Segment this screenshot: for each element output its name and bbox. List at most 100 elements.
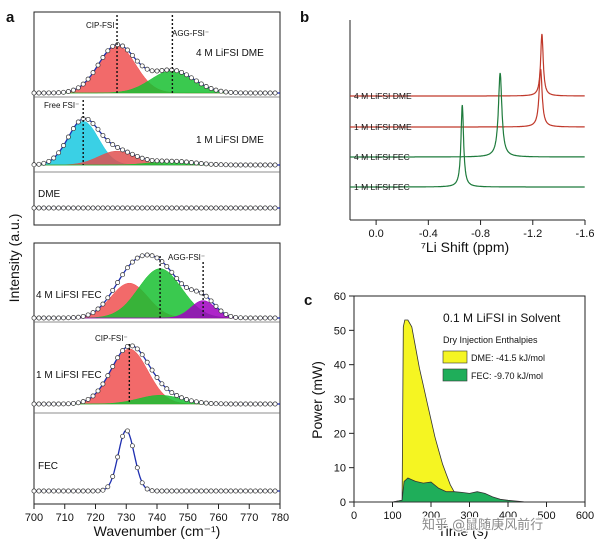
data-point [61,315,66,321]
data-point [164,386,170,392]
data-point [36,488,42,494]
data-point [257,205,263,211]
data-point [243,205,249,211]
data-point [70,400,76,406]
data-point [179,488,185,494]
annotation-agg-fsi-lower: AGG-FSI⁻ [168,253,205,262]
x-tick-label: 710 [56,512,74,524]
data-point [252,162,258,168]
data-point [70,87,76,93]
data-point [31,401,37,407]
fit-envelope-line [34,429,280,492]
legend-swatch-fec [442,368,468,382]
data-point [125,205,130,211]
data-point [218,401,224,407]
data-point [36,315,42,321]
data-point [223,205,229,211]
data-point [51,90,57,96]
x-tick-label: 500 [537,510,555,522]
data-point [233,205,239,211]
data-point [248,315,253,321]
data-point [188,205,194,211]
data-point [51,315,57,321]
data-point [218,488,224,494]
data-point [129,52,135,58]
series-label: 1 M LiFSI FEC [354,182,410,192]
data-point [115,454,121,460]
data-point [198,205,204,211]
data-point [208,401,214,406]
data-point [125,343,130,349]
data-point [139,480,145,486]
data-point [90,393,96,399]
y-tick-label: 0 [340,497,346,509]
data-point [154,255,160,261]
data-point [100,205,106,211]
data-point [174,158,180,164]
data-point [46,401,52,407]
data-point [208,205,214,211]
data-point [188,398,194,404]
data-point [41,488,47,494]
data-point [105,138,111,144]
annotation-cip-fsi-upper: CIP-FSI⁻ [86,21,119,30]
data-point [65,315,71,321]
y-tick-label: 50 [334,325,346,337]
data-point [179,159,185,165]
data-point [31,205,37,211]
data-point [193,78,199,84]
data-point [110,43,116,49]
data-point [110,364,116,369]
label-fec: FEC [38,461,58,472]
data-point [105,295,111,301]
x-tick-label: 720 [86,512,104,524]
data-point [179,395,185,401]
panel-label-a: a [6,9,15,26]
data-point [257,90,263,96]
data-point [110,474,116,479]
panel-label-c: c [304,292,312,309]
data-point [85,76,91,82]
annotation-free-fsi: Free FSI⁻ [44,101,79,110]
data-point [134,58,140,64]
data-point [85,205,91,211]
panel-c-title: 0.1 M LiFSI in Solvent [443,311,561,325]
data-point [208,86,214,91]
data-point [31,488,37,494]
data-point [223,401,229,407]
data-point [174,275,180,281]
data-point [213,162,219,167]
data-point [100,487,106,493]
data-point [243,162,249,168]
data-point [248,90,253,96]
data-point [169,269,175,275]
data-point [218,162,224,168]
data-point [223,89,229,95]
data-point [105,373,111,379]
data-point [115,280,121,285]
data-point [208,488,214,494]
nmr-spectrum-line [350,33,585,97]
data-point [203,400,209,406]
data-point [144,486,150,492]
data-point [262,315,268,321]
data-point [243,401,249,407]
data-point [31,315,37,321]
data-point [154,158,160,164]
label-1m-fec: 1 M LiFSI FEC [36,370,102,381]
x-tick-label: 740 [148,512,166,524]
x-tick-label: 300 [460,510,478,522]
data-point [272,90,278,96]
data-point [90,205,96,211]
data-point [233,314,239,320]
panel-c-xlabel: Time (s) [438,523,489,539]
data-point [198,161,204,166]
data-point [159,488,165,494]
panel-c-plot [353,295,586,503]
data-point [203,293,209,299]
data-point [223,162,229,168]
component-peak [34,395,280,405]
data-point [233,162,239,168]
data-point [272,401,278,407]
data-point [208,161,214,167]
